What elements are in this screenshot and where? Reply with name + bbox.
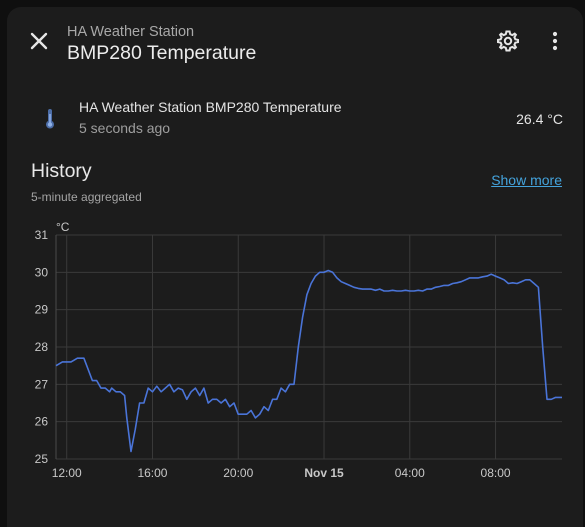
- x-tick-label: 20:00: [223, 466, 253, 480]
- y-tick-label: 26: [35, 415, 49, 429]
- close-icon: [30, 32, 48, 50]
- y-tick-label: 27: [35, 377, 49, 391]
- history-subtitle: 5-minute aggregated: [31, 190, 142, 204]
- history-title: History: [31, 160, 92, 182]
- y-tick-label: 31: [35, 228, 49, 242]
- header-subtitle: HA Weather Station: [67, 24, 195, 40]
- y-tick-label: 30: [35, 265, 49, 279]
- temperature-series-line: [55, 269, 562, 453]
- thermometer-icon: [39, 107, 61, 131]
- more-info-dialog: HA Weather Station BMP280 Temperature HA…: [7, 7, 583, 527]
- y-tick-label: 29: [35, 303, 49, 317]
- y-tick-label: 25: [35, 452, 49, 466]
- x-tick-label: 16:00: [137, 466, 167, 480]
- entity-row[interactable]: HA Weather Station BMP280 Temperature 5 …: [31, 95, 571, 143]
- settings-button[interactable]: [494, 27, 522, 55]
- gear-icon: [497, 30, 519, 52]
- entity-name: HA Weather Station BMP280 Temperature: [79, 99, 342, 115]
- x-tick-label: 04:00: [395, 466, 425, 480]
- close-button[interactable]: [25, 27, 53, 55]
- x-tick-label: 08:00: [481, 466, 511, 480]
- dots-vertical-icon: [552, 31, 558, 51]
- y-tick-label: 28: [35, 340, 49, 354]
- history-chart: 25 26 27 28 29 30 31 °C 12:00 16:00 20:00 Nov 15 04:…: [35, 220, 562, 480]
- show-more-link[interactable]: Show more: [491, 172, 562, 188]
- x-tick-label: Nov 15: [304, 466, 344, 480]
- y-axis-unit: °C: [56, 220, 70, 234]
- entity-state: 26.4 °C: [516, 111, 563, 127]
- entity-last-changed: 5 seconds ago: [79, 120, 171, 136]
- header-title: BMP280 Temperature: [67, 42, 257, 64]
- x-tick-label: 12:00: [52, 466, 82, 480]
- more-options-button[interactable]: [541, 27, 569, 55]
